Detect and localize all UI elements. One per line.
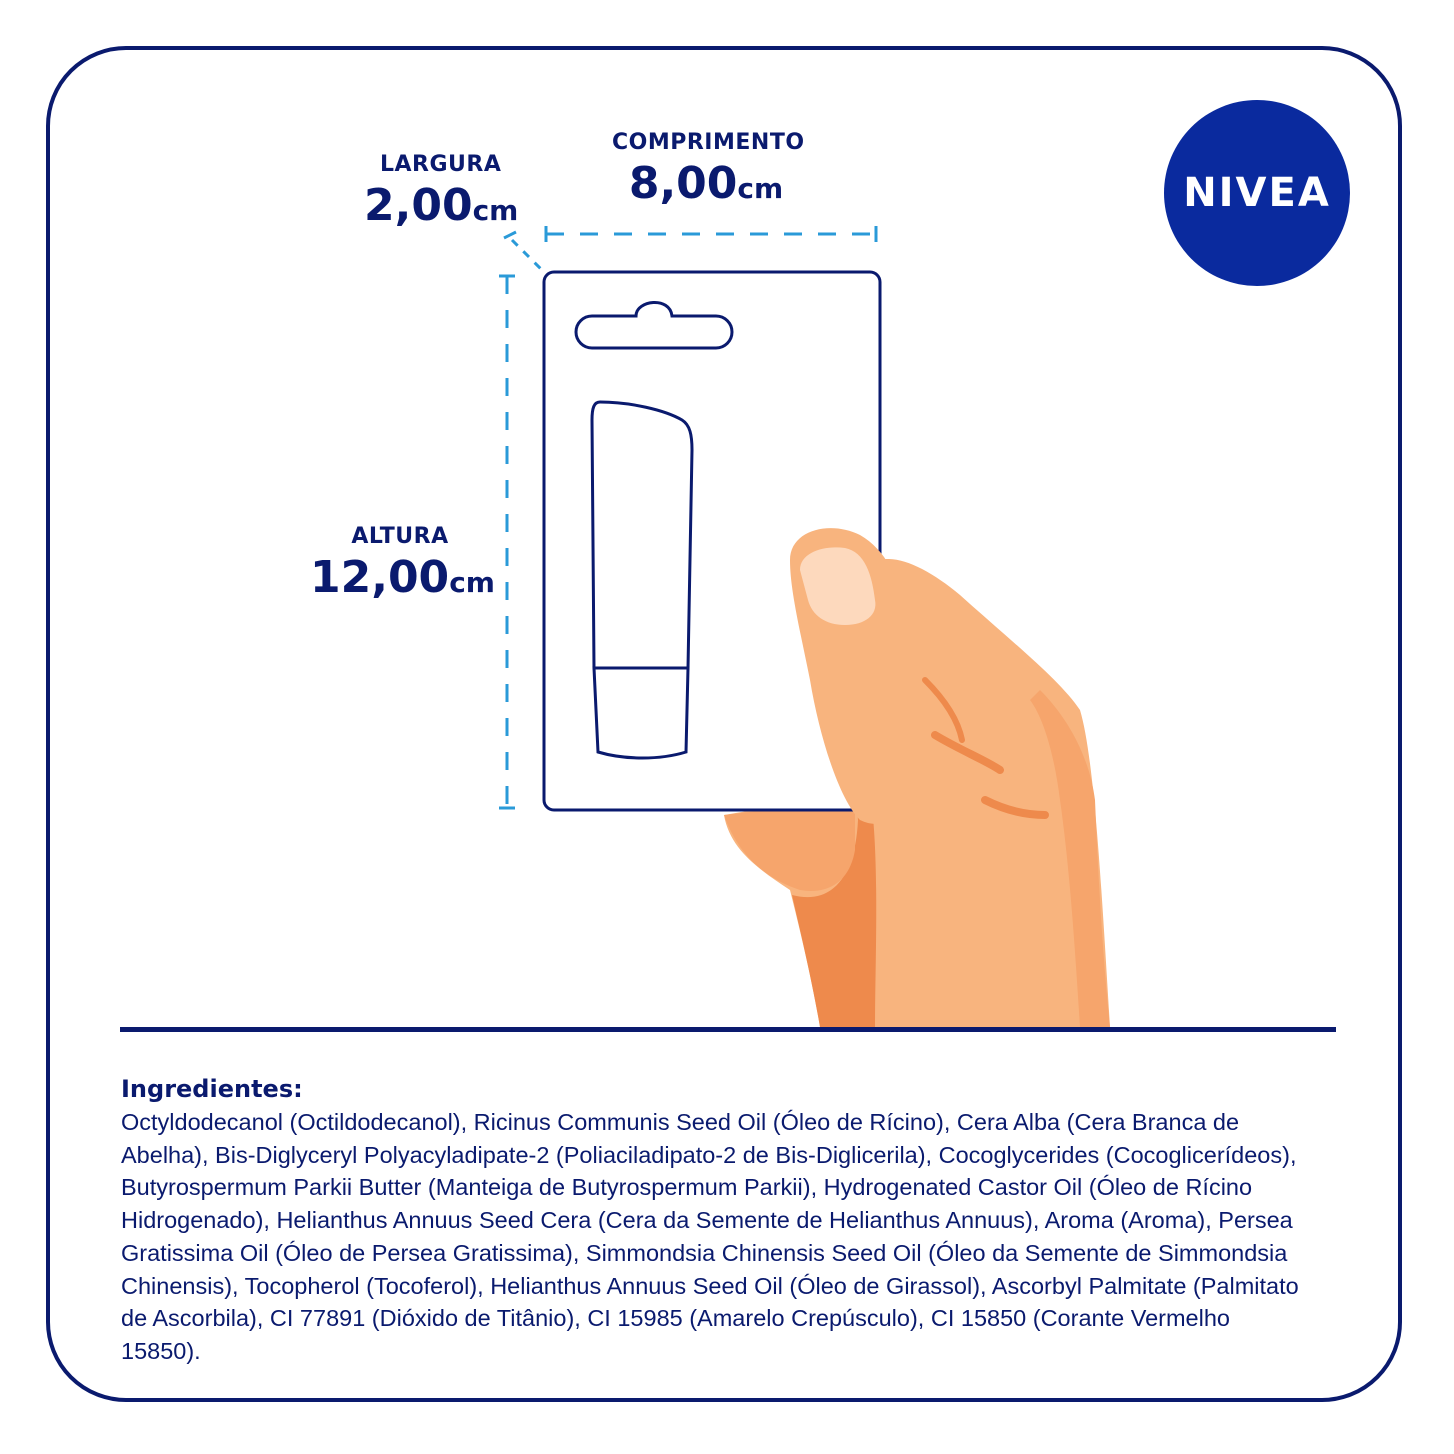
hang-hole [574,301,734,350]
ingredients-text: Octyldodecanol (Octildodecanol), Ricinus… [121,1109,1299,1364]
length-label: COMPRIMENTO [612,130,805,155]
hand-shadow-back [792,790,877,1027]
lipstick-tube [590,400,694,670]
section-divider [120,1027,1336,1032]
card-frame [46,46,1402,1402]
height-label: ALTURA [351,524,449,549]
thumb-nail [800,547,876,625]
ingredients-section: Ingredientes: Octyldodecanol (Octildodec… [121,1072,1311,1368]
width-label: LARGURA [380,152,502,177]
lipstick-cap [592,666,690,760]
blister-card [542,270,882,812]
logo-text: NIVEA [1183,170,1331,216]
ingredients-title: Ingredientes: [121,1075,303,1103]
hand-side-shadow [1030,690,1110,1027]
nivea-logo: NIVEA [1164,100,1350,286]
hand-lower-fold [724,800,855,891]
hand-crease-3 [922,677,965,743]
hand-crease-2 [981,796,1049,819]
hand-crease-1 [931,731,1004,774]
length-value: 8,00cm [628,158,784,209]
dimension-lines [499,226,878,810]
thumb-illustration [790,528,927,824]
width-value: 2,00cm [364,180,519,231]
height-value: 12,00cm [310,552,495,603]
